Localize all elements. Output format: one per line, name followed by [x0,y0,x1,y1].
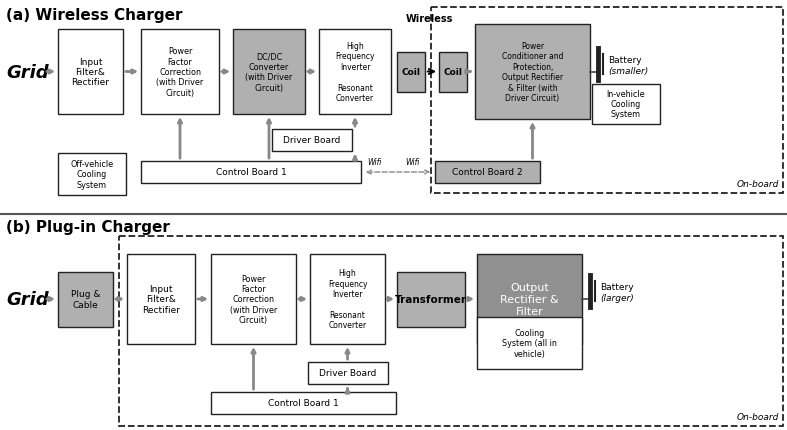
Text: Battery: Battery [608,56,641,65]
Text: Off-vehicle
Cooling
System: Off-vehicle Cooling System [71,160,113,190]
Bar [475,25,590,120]
Text: Power
Factor
Correction
(with Driver
Circuit): Power Factor Correction (with Driver Cir… [230,274,277,325]
Text: In-vehicle
Cooling
System: In-vehicle Cooling System [607,89,645,119]
Text: Coil: Coil [401,68,420,77]
Text: Grid: Grid [6,290,49,308]
Text: Input
Filter&
Rectifier: Input Filter& Rectifier [142,284,180,314]
Bar [211,255,296,344]
Text: Grid: Grid [6,63,49,81]
Text: Coil: Coil [444,68,463,77]
Bar [397,272,465,327]
Text: (a) Wireless Charger: (a) Wireless Charger [6,8,183,23]
Bar [435,162,540,184]
Text: High
Frequency
Inverter

Resonant
Converter: High Frequency Inverter Resonant Convert… [327,269,368,330]
Text: Plug &
Cable: Plug & Cable [71,290,100,309]
Text: Battery: Battery [600,283,634,292]
Bar [127,255,195,344]
Text: Transformer: Transformer [395,294,467,304]
Text: On-board: On-board [737,180,779,189]
Bar [308,362,387,384]
Text: Control Board 1: Control Board 1 [216,168,286,177]
Text: (smaller): (smaller) [608,67,648,76]
Bar [272,130,352,152]
Text: DC/DC
Converter
(with Driver
Circuit): DC/DC Converter (with Driver Circuit) [246,52,293,92]
Text: Input
Filter&
Rectifier: Input Filter& Rectifier [72,58,109,87]
Text: Wifi: Wifi [367,158,382,166]
Bar [439,52,467,92]
Text: High
Frequency
Inverter

Resonant
Converter: High Frequency Inverter Resonant Convert… [335,42,375,103]
Bar [233,30,305,115]
Bar [58,30,123,115]
Bar [58,154,126,196]
Text: Power
Factor
Correction
(with Driver
Circuit): Power Factor Correction (with Driver Cir… [157,47,204,98]
Text: Wifi: Wifi [405,158,419,166]
Text: Control Board 1: Control Board 1 [268,399,339,408]
Text: (b) Plug-in Charger: (b) Plug-in Charger [6,219,170,234]
Text: Power
Conditioner and
Protection,
Output Rectifier
& Filter (with
Driver Circuit: Power Conditioner and Protection, Output… [502,42,563,103]
Bar [319,30,391,115]
Text: Output
Rectifier &
Filter: Output Rectifier & Filter [501,283,559,316]
Bar [141,162,361,184]
Bar [397,52,425,92]
Bar [211,392,396,414]
Text: Control Board 2: Control Board 2 [453,168,523,177]
Text: Driver Board: Driver Board [283,136,341,145]
Bar [477,255,582,344]
Bar [431,8,783,193]
Bar [119,237,783,426]
Text: On-board: On-board [737,412,779,421]
Text: Cooling
System (all in
vehicle): Cooling System (all in vehicle) [502,329,557,358]
Text: Driver Board: Driver Board [319,369,376,378]
Bar [477,317,582,369]
Text: Wireless: Wireless [405,14,453,24]
Text: (larger): (larger) [600,294,634,303]
Bar [310,255,385,344]
Bar [592,84,660,124]
Bar [58,272,113,327]
Bar [141,30,219,115]
